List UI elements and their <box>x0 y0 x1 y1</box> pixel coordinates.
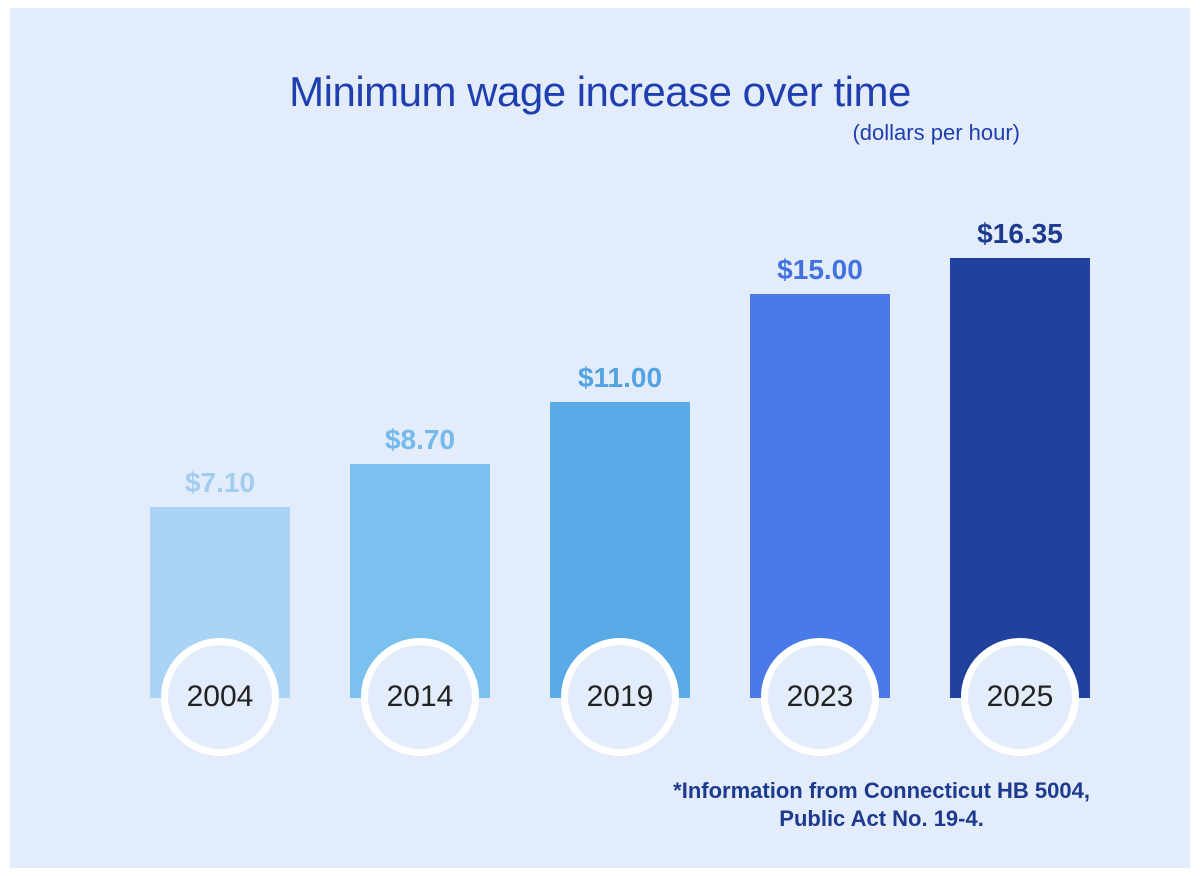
chart-footnote: *Information from Connecticut HB 5004, P… <box>673 777 1090 834</box>
bar-value-label: $8.70 <box>385 424 455 456</box>
bar-group: $11.002019 <box>550 362 690 698</box>
year-circle: 2019 <box>561 638 679 756</box>
year-circle: 2014 <box>361 638 479 756</box>
footnote-line-2: Public Act No. 19-4. <box>673 805 1090 834</box>
bar-value-label: $11.00 <box>578 362 662 394</box>
bar-group: $15.002023 <box>750 254 890 698</box>
year-circle: 2004 <box>161 638 279 756</box>
bar-group: $7.102004 <box>150 467 290 698</box>
year-circle: 2025 <box>961 638 1079 756</box>
bar-group: $8.702014 <box>350 424 490 698</box>
bar-value-label: $7.10 <box>185 467 255 499</box>
chart-subtitle: (dollars per hour) <box>90 120 1110 146</box>
chart-bars-area: $7.102004$8.702014$11.002019$15.002023$1… <box>150 218 1090 698</box>
year-circle: 2023 <box>761 638 879 756</box>
chart-canvas: Minimum wage increase over time (dollars… <box>10 8 1190 868</box>
footnote-line-1: *Information from Connecticut HB 5004, <box>673 777 1090 806</box>
bar-value-label: $15.00 <box>777 254 863 286</box>
chart-title: Minimum wage increase over time <box>90 68 1110 116</box>
bar-value-label: $16.35 <box>977 218 1063 250</box>
bar <box>950 258 1090 698</box>
bar-group: $16.352025 <box>950 218 1090 698</box>
